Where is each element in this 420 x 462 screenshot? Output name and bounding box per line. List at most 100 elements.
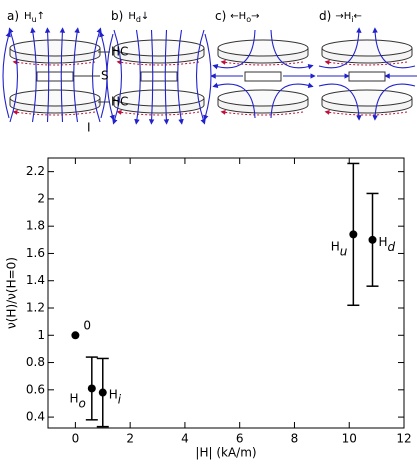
y-tick-label: 0.4: [26, 410, 45, 424]
field-line: [212, 82, 256, 119]
field-line: [177, 29, 184, 125]
coil: [113, 89, 205, 107]
panel-letter: a): [7, 9, 19, 23]
field-line: [318, 27, 362, 69]
plot-frame: [47, 157, 405, 429]
coil-label: HC: [111, 95, 128, 109]
field-suffix: ↑: [37, 11, 45, 22]
y-tick-label: 2: [37, 191, 45, 205]
field-line: [112, 29, 123, 125]
y-tick-label: 1: [37, 328, 45, 342]
y-tick-label: 1.2: [26, 301, 45, 315]
y-tick-label: 1.4: [26, 273, 45, 287]
point-label: Ho: [69, 391, 85, 410]
field-line: [134, 29, 141, 125]
point-label-main: H: [379, 234, 388, 248]
point-label: 0: [83, 318, 91, 332]
current-arrow: [12, 59, 96, 66]
field-line: [44, 27, 51, 123]
coil: [321, 89, 413, 107]
x-tick-label: 8: [291, 432, 299, 446]
y-tick-label: 1.8: [26, 219, 45, 233]
field-suffix: ←: [353, 11, 361, 22]
field-sub: d: [136, 15, 141, 24]
y-tick-label: 0.6: [26, 382, 45, 396]
x-tick-label: 6: [236, 432, 244, 446]
point-label: Hd: [379, 234, 396, 253]
field-sub: u: [32, 15, 37, 24]
field-prefix: →: [335, 11, 343, 22]
point: [87, 384, 96, 393]
sample: [244, 71, 282, 82]
field-line: [59, 27, 66, 123]
current-label: I: [87, 121, 91, 135]
field-line: [270, 29, 314, 70]
coil: [9, 89, 101, 107]
current-arrow: [12, 109, 96, 116]
field-suffix: ↓: [141, 11, 149, 22]
point-label-main: H: [69, 391, 78, 405]
panel-label: d) →Hi←: [319, 9, 362, 24]
field-symbol: H: [24, 11, 32, 22]
point-label-main: H: [109, 387, 118, 401]
sample: [348, 71, 386, 82]
field-symbol: H: [239, 11, 247, 22]
current-arrow: [116, 109, 200, 116]
y-tick-label: 1.6: [26, 246, 45, 260]
field-symbol: H: [128, 11, 136, 22]
x-tick-label: 12: [396, 432, 411, 446]
x-tick-label: 4: [181, 432, 189, 446]
point-label-main: H: [331, 239, 340, 253]
field-line: [195, 29, 206, 125]
y-tick-label: 2.2: [26, 164, 45, 178]
current-arrow: [324, 109, 408, 116]
coil: [9, 39, 101, 57]
panel-label: c) ←Ho→: [215, 9, 260, 24]
field-line: [372, 83, 416, 121]
field-line: [148, 29, 155, 125]
point: [98, 388, 107, 397]
field-line: [270, 82, 314, 119]
field-line: [318, 83, 362, 121]
coil-label: HC: [111, 45, 128, 59]
panel-letter: c): [215, 9, 226, 23]
point: [368, 235, 377, 244]
point-label-main: 0: [83, 318, 91, 332]
field-sub: o: [246, 15, 251, 24]
field-prefix: ←: [230, 11, 238, 22]
point-label-sub: o: [78, 396, 85, 410]
field-suffix: →: [251, 11, 259, 22]
x-tick-label: 10: [342, 432, 357, 446]
x-axis-label: |H| (kA/m): [195, 446, 256, 460]
panel-letter: b): [111, 9, 123, 23]
current-arrow: [220, 59, 304, 66]
field-line: [372, 27, 416, 69]
field-symbol: H: [344, 11, 352, 22]
y-tick-label: 0.8: [26, 355, 45, 369]
current-arrow: [116, 59, 200, 66]
current-arrow: [220, 109, 304, 116]
sample-label: S: [101, 69, 109, 83]
point: [71, 331, 80, 340]
field-line: [106, 33, 115, 121]
field-line: [30, 27, 37, 123]
point-label-sub: i: [118, 392, 122, 406]
plot: 0 2 4 6 8 10 12 0.4 0.6 0.8 1 1.2 1.4 1.6 1.8 2 2.2 |H| (…: [5, 157, 412, 460]
field-sub: i: [351, 15, 353, 24]
x-tick-label: 0: [72, 432, 80, 446]
point-label-sub: u: [340, 244, 348, 258]
panel-label: a) Hu↑: [7, 9, 45, 24]
sample: [140, 71, 178, 82]
current-arrow: [324, 59, 408, 66]
coil: [217, 39, 309, 57]
field-line: [163, 29, 170, 125]
field-line: [203, 33, 212, 121]
point: [349, 230, 358, 239]
panel-letter: d): [319, 9, 331, 23]
point-label: Hu: [331, 239, 348, 258]
y-axis-label: ν(H)/ν(H=0): [5, 257, 19, 329]
coil: [321, 39, 413, 57]
point-label: Hi: [109, 387, 122, 406]
